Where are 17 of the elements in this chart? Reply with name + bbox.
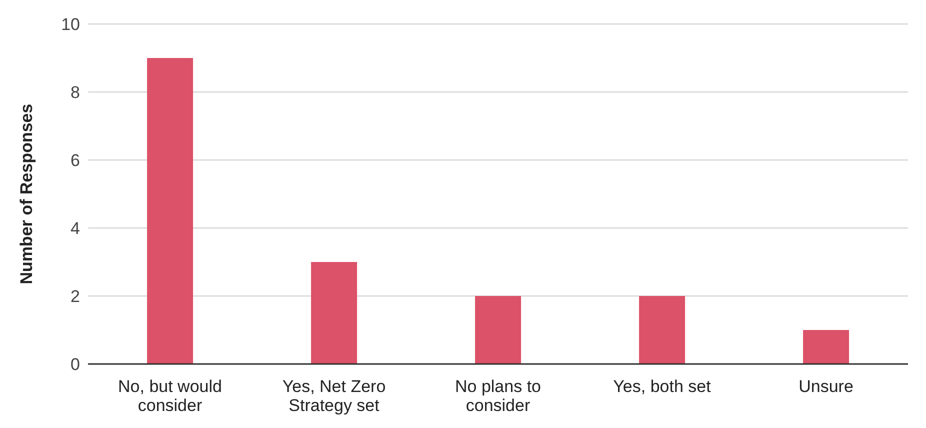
bar — [475, 296, 522, 364]
y-tick-label: 0 — [70, 355, 80, 374]
x-tick-label: No, but would consider — [118, 377, 222, 415]
y-tick-label: 4 — [70, 219, 80, 238]
bar — [147, 58, 194, 364]
y-tick-label: 6 — [70, 151, 80, 170]
y-axis-title: Number of Responses — [17, 104, 36, 284]
x-tick-label: No plans to consider — [455, 377, 541, 415]
bar — [803, 330, 850, 364]
bar — [639, 296, 686, 364]
x-tick-label: Yes, both set — [613, 377, 712, 396]
y-tick-label: 10 — [61, 15, 80, 34]
bar — [311, 262, 358, 364]
x-tick-label: Yes, Net Zero Strategy set — [282, 377, 386, 415]
y-tick-label: 2 — [70, 287, 80, 306]
y-tick-label: 8 — [70, 83, 80, 102]
x-tick-label: Unsure — [798, 377, 854, 396]
